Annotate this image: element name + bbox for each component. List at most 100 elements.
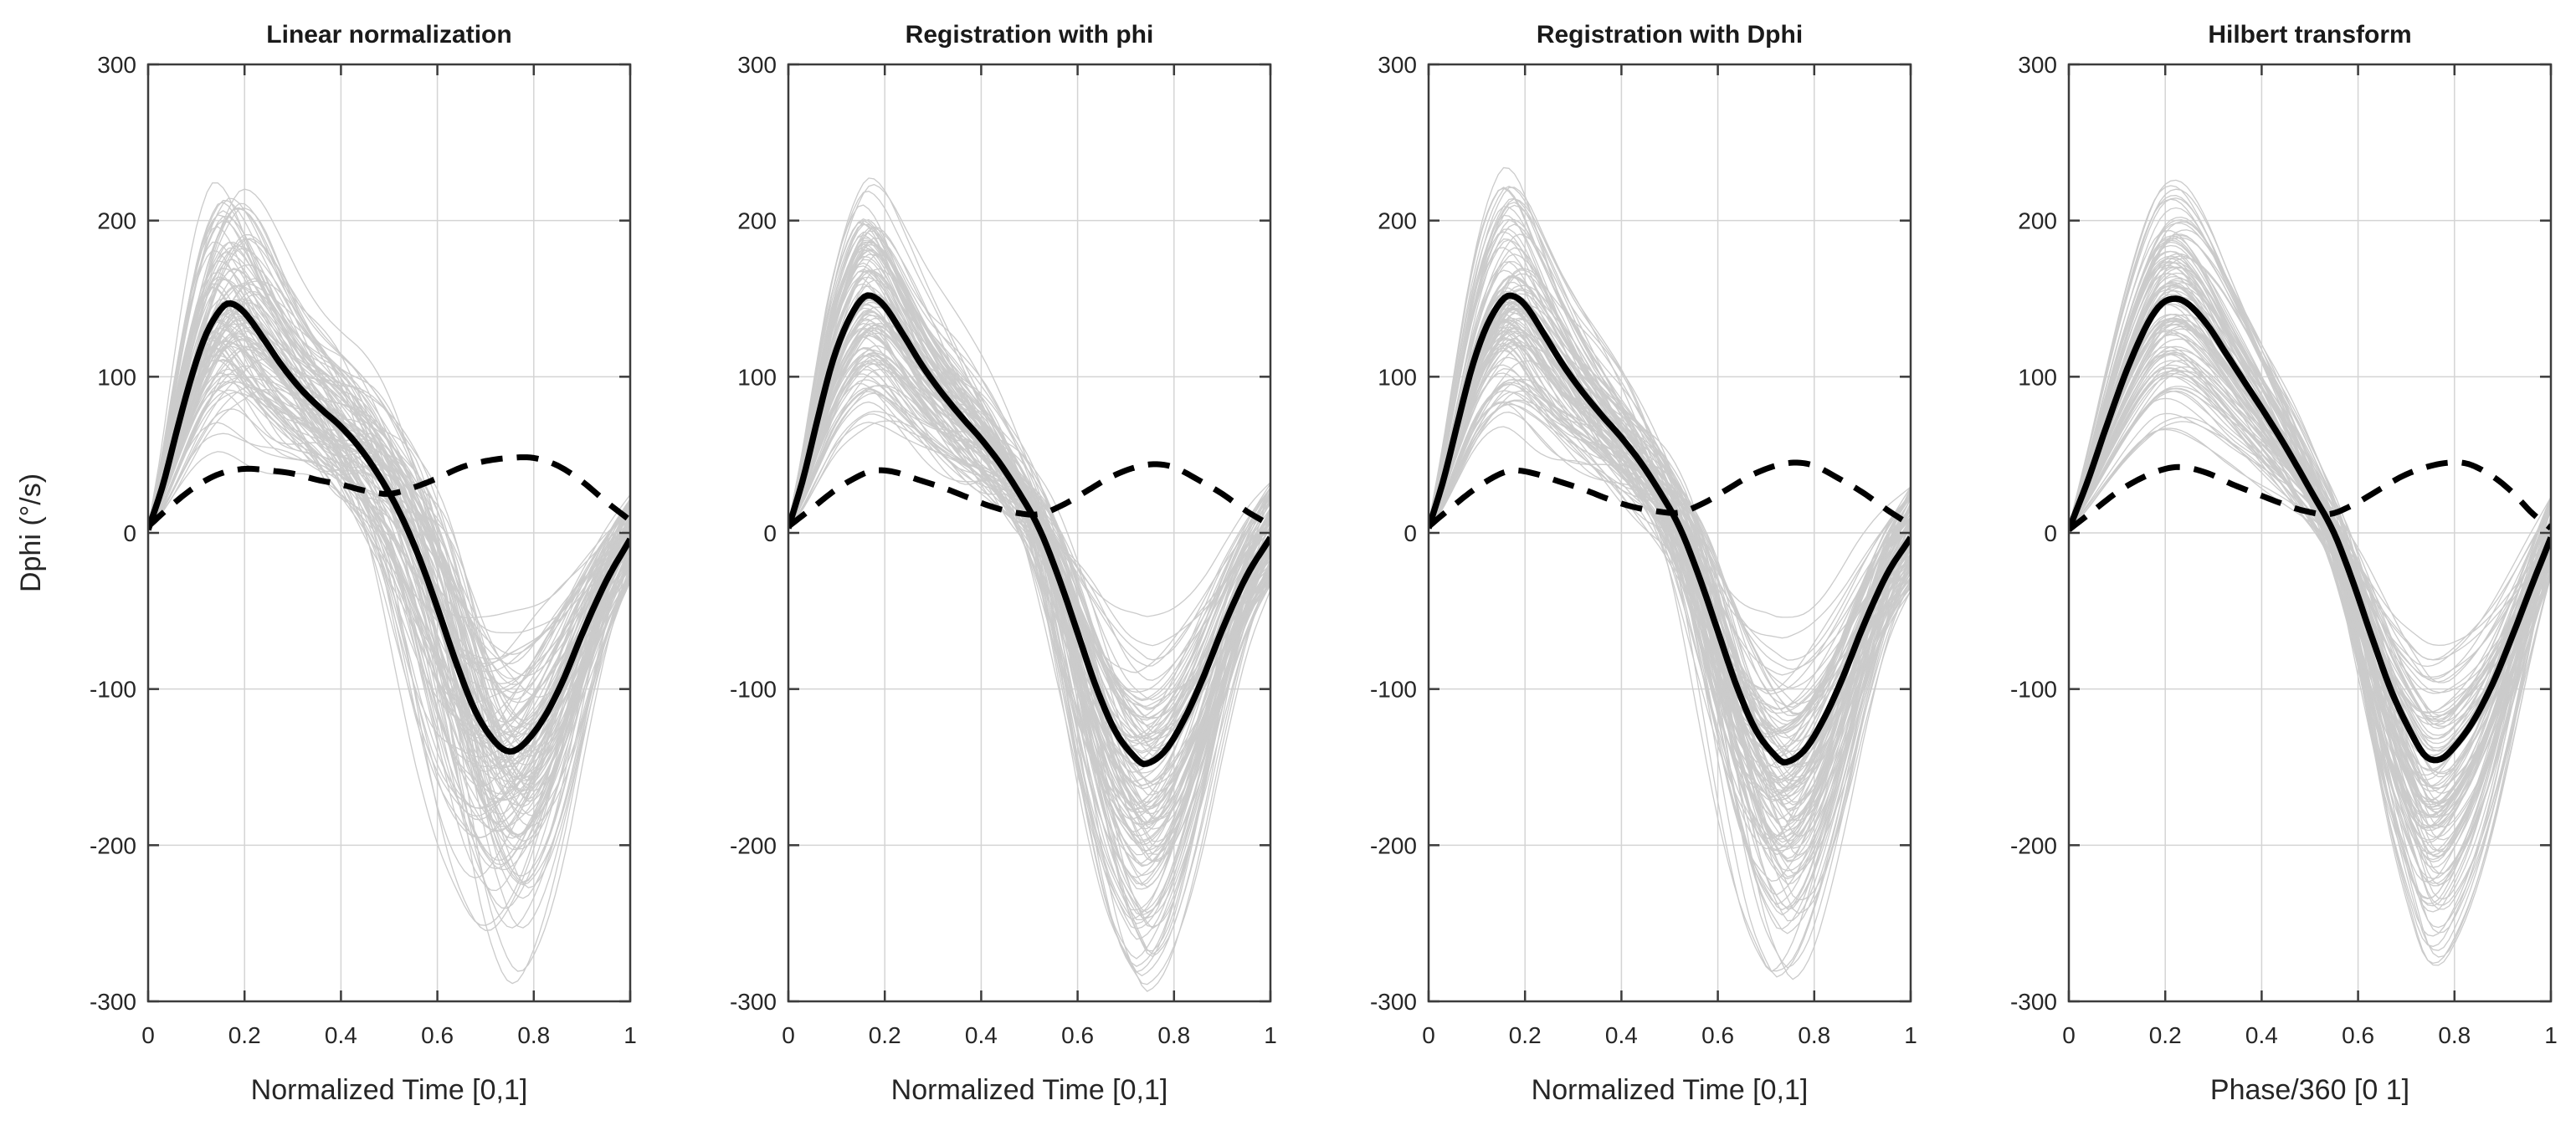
trial-curve: [1429, 342, 1911, 730]
y-tick-label: 0: [2044, 520, 2057, 546]
trial-curve: [2069, 412, 2551, 661]
y-tick-label: 100: [97, 364, 136, 390]
trial-curve: [788, 325, 1270, 821]
trial-curve: [2069, 267, 2551, 875]
trial-curve: [2069, 332, 2551, 790]
x-tick-label: 0.2: [2149, 1022, 2182, 1048]
trial-curve: [1429, 403, 1911, 639]
trial-curve: [2069, 188, 2551, 951]
trial-curve: [788, 237, 1270, 955]
subplot-2: Registration with phi 300 200 100 0 -100 -200 -…: [730, 21, 1277, 1106]
trial-curve: [2069, 328, 2551, 775]
trial-curve: [2069, 235, 2551, 887]
trial-curve: [148, 233, 630, 888]
x-tick-label: 0.4: [2245, 1022, 2278, 1048]
trial-curve: [2069, 349, 2551, 725]
subplot-title: Registration with phi: [906, 21, 1154, 49]
trial-curve: [1429, 326, 1911, 748]
trial-curve: [148, 197, 630, 985]
trial-curve: [2069, 428, 2551, 694]
trial-curve: [2069, 195, 2551, 948]
y-tick-label: -200: [2010, 832, 2057, 858]
trial-curve: [148, 381, 630, 700]
trial-curve: [148, 354, 630, 704]
mean-curve: [2069, 295, 2551, 764]
trial-curve: [148, 359, 630, 736]
mean-curve: [1429, 292, 1911, 766]
trial-curve: [148, 335, 630, 782]
trial-curve: [1429, 290, 1911, 758]
trial-curves: [1429, 166, 1911, 980]
trial-curve: [788, 246, 1270, 960]
x-tick-label: 1: [1264, 1022, 1277, 1048]
std-curve: [1429, 459, 1911, 530]
trial-curve: [148, 313, 630, 783]
trial-curve: [2069, 367, 2551, 720]
subplot-4: Hilbert transform3002001000-100-200-3000…: [2010, 21, 2558, 1106]
x-tick-label: 0.4: [965, 1022, 998, 1048]
trial-curve: [1429, 299, 1911, 841]
trial-curve: [1429, 372, 1911, 734]
trial-curve: [2069, 370, 2551, 720]
trial-curve: [148, 207, 630, 886]
y-tick-label: 300: [1378, 52, 1417, 78]
x-tick-label: 0.6: [1701, 1022, 1734, 1048]
trial-curve: [788, 270, 1270, 796]
trial-curve: [788, 365, 1270, 773]
x-tick-label: 0: [782, 1022, 795, 1048]
trial-curve: [2069, 266, 2551, 857]
trial-curve: [148, 319, 630, 739]
trial-curve: [788, 270, 1270, 823]
trial-curve: [148, 341, 630, 769]
y-tick-label: -100: [730, 677, 777, 703]
trial-curve: [1429, 299, 1911, 802]
trial-curve: [2069, 390, 2551, 694]
y-tick-label: 200: [97, 208, 136, 234]
x-axis-label: Normalized Time [0,1]: [251, 1074, 528, 1106]
trial-curve: [148, 365, 630, 752]
y-tick-label: 300: [97, 52, 136, 78]
x-tick-label: 0.4: [325, 1022, 357, 1048]
trial-curve: [1429, 202, 1911, 969]
trial-curve: [2069, 257, 2551, 874]
tick-marks: [787, 63, 1272, 1003]
y-tick-label: 100: [1378, 364, 1417, 390]
tick-marks: [1427, 63, 1912, 1003]
trial-curve: [2069, 237, 2551, 852]
trial-curve: [788, 303, 1270, 787]
std-curve: [148, 454, 630, 530]
trial-curve: [148, 381, 630, 660]
trial-curve: [788, 177, 1270, 992]
x-tick-label: 0.2: [869, 1022, 901, 1048]
y-tick-label: 100: [2018, 364, 2057, 390]
y-tick-label: -100: [90, 677, 136, 703]
trial-curve: [788, 310, 1270, 747]
x-tick-label: 0: [2062, 1022, 2076, 1048]
trial-curve: [148, 202, 630, 892]
trial-curve: [148, 315, 630, 795]
trial-curve: [788, 310, 1270, 804]
y-tick-label: -200: [90, 832, 136, 858]
y-tick-label: 200: [1378, 208, 1417, 234]
trial-curve: [788, 279, 1270, 842]
trial-curve: [788, 204, 1270, 929]
trial-curve: [788, 249, 1270, 866]
x-tick-label: 0: [1422, 1022, 1435, 1048]
y-tick-label: -300: [730, 989, 777, 1015]
trial-curve: [2069, 397, 2551, 714]
x-axis-label: Normalized Time [0,1]: [1532, 1074, 1809, 1106]
y-axis-label: Dphi (°/s): [15, 473, 47, 592]
trial-curve: [148, 282, 630, 786]
trial-curve: [1429, 218, 1911, 934]
trial-curve: [788, 411, 1270, 667]
trial-curve: [148, 372, 630, 691]
trial-curve: [2069, 223, 2551, 958]
std-curve: [2069, 459, 2551, 533]
y-tick-label: -200: [730, 832, 777, 858]
x-tick-label: 0.8: [1157, 1022, 1190, 1048]
trial-curve: [1429, 233, 1911, 914]
trial-curves: [148, 182, 630, 985]
x-tick-label: 0.2: [1509, 1022, 1542, 1048]
subplot-1: Linear normalization 300 200 100 0 -100 -200 -3…: [15, 21, 637, 1106]
